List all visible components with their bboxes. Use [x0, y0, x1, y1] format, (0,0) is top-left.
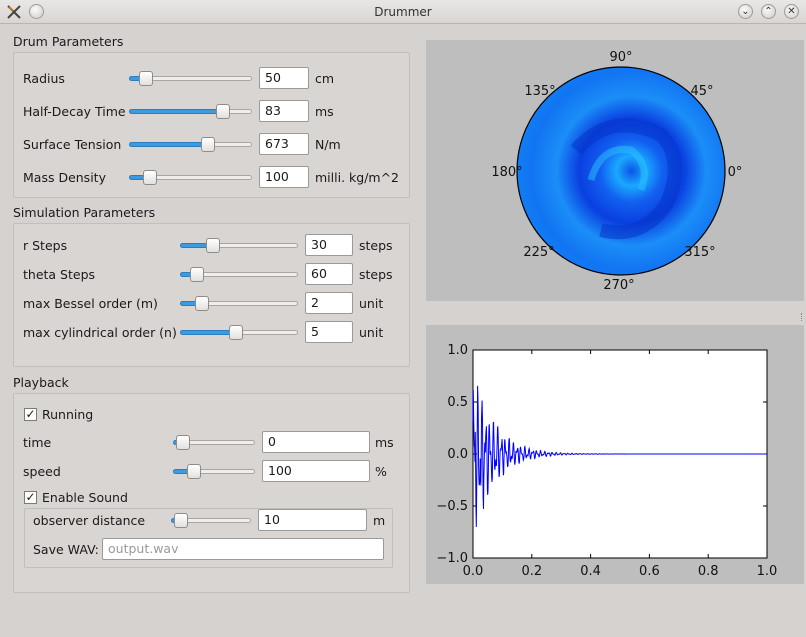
mass-density-slider[interactable] — [129, 167, 252, 187]
maximize-button[interactable]: ⌃ — [761, 4, 776, 19]
radius-slider[interactable] — [129, 68, 252, 88]
half-decay-label: Half-Decay Time — [23, 104, 126, 119]
theta-steps-slider[interactable] — [180, 264, 298, 284]
polar-plot-panel: 90° 45° 0° 315° 270° 225° 180° 135° — [426, 40, 804, 301]
radius-unit: cm — [315, 71, 335, 86]
speed-unit: % — [375, 464, 387, 479]
waveform-series — [472, 385, 767, 528]
r-steps-input[interactable]: 30 — [305, 234, 353, 256]
y-tick-label: −0.5 — [436, 499, 468, 514]
observer-distance-label: observer distance — [33, 513, 146, 528]
slider-handle[interactable] — [176, 435, 190, 450]
observer-distance-slider[interactable] — [171, 510, 251, 530]
save-wav-input[interactable]: output.wav — [102, 538, 384, 560]
half-decay-unit: ms — [315, 104, 334, 119]
window-menu-button[interactable] — [29, 4, 44, 19]
bessel-order-label: max Bessel order (m) — [23, 296, 158, 311]
save-wav-label: Save WAV: — [33, 542, 99, 557]
time-input[interactable]: 0 — [262, 431, 370, 453]
slider-handle[interactable] — [206, 238, 220, 253]
time-slider[interactable] — [173, 432, 255, 452]
half-decay-input[interactable]: 83 — [259, 100, 309, 122]
x-tick-label: 0.2 — [521, 564, 542, 579]
angle-label-225: 225° — [523, 245, 554, 260]
enable-sound-checkbox[interactable]: ✓ — [24, 490, 37, 504]
polar-plot: 90° 45° 0° 315° 270° 225° 180° 135° — [491, 50, 743, 293]
angle-label-180: 180° — [491, 165, 522, 180]
running-label: Running — [42, 407, 94, 422]
angle-label-135: 135° — [524, 84, 555, 99]
waveform-plot-panel: 0.0 0.2 0.4 0.6 0.8 1.0 1.0 0.5 0.0 −0.5 −1.0 — [426, 325, 804, 584]
slider-handle[interactable] — [143, 170, 157, 185]
minimize-button[interactable]: ⌄ — [738, 4, 753, 19]
enable-sound-label: Enable Sound — [42, 490, 128, 505]
bessel-order-unit: unit — [359, 296, 384, 311]
time-label: time — [23, 435, 52, 450]
slider-handle[interactable] — [174, 513, 188, 528]
x-tick-label: 0.8 — [698, 564, 719, 579]
cylindrical-order-slider[interactable] — [180, 322, 298, 342]
drum-surface — [516, 66, 726, 276]
x-tick-label: 0.4 — [580, 564, 601, 579]
half-decay-slider[interactable] — [129, 101, 252, 121]
r-steps-slider[interactable] — [180, 235, 298, 255]
cylindrical-order-label: max cylindrical order (n) — [23, 325, 177, 340]
y-tick-label: 1.0 — [447, 343, 468, 358]
close-button[interactable]: ✕ — [784, 4, 799, 19]
waveform-chart: 0.0 0.2 0.4 0.6 0.8 1.0 1.0 0.5 0.0 −0.5 −1.0 — [436, 343, 778, 579]
slider-handle[interactable] — [216, 104, 230, 119]
slider-handle[interactable] — [187, 464, 201, 479]
surface-tension-input[interactable]: 673 — [259, 133, 309, 155]
observer-distance-unit: m — [373, 513, 386, 528]
time-unit: ms — [375, 435, 394, 450]
app-icon — [7, 5, 21, 19]
x-tick-label: 1.0 — [757, 564, 778, 579]
slider-handle[interactable] — [195, 296, 209, 311]
surface-tension-unit: N/m — [315, 137, 341, 152]
slider-handle[interactable] — [229, 325, 243, 340]
mass-density-input[interactable]: 100 — [259, 166, 309, 188]
angle-label-90: 90° — [609, 50, 632, 65]
theta-steps-input[interactable]: 60 — [305, 263, 353, 285]
running-checkbox[interactable]: ✓ — [24, 407, 37, 421]
slider-handle[interactable] — [190, 267, 204, 282]
radius-input[interactable]: 50 — [259, 67, 309, 89]
speed-slider[interactable] — [173, 461, 255, 481]
mass-density-unit: milli. kg/m^2 — [315, 170, 400, 185]
theta-steps-unit: steps — [359, 267, 393, 282]
surface-tension-label: Surface Tension — [23, 137, 122, 152]
angle-label-0: 0° — [728, 165, 743, 180]
splitter-handle[interactable] — [801, 313, 804, 321]
slider-handle[interactable] — [139, 71, 153, 86]
y-tick-label: 0.5 — [447, 395, 468, 410]
observer-distance-input[interactable]: 10 — [258, 509, 367, 531]
window-title: Drummer — [374, 5, 432, 19]
playback-title: Playback — [13, 375, 69, 390]
bessel-order-slider[interactable] — [180, 293, 298, 313]
mass-density-label: Mass Density — [23, 170, 106, 185]
slider-handle[interactable] — [201, 137, 215, 152]
angle-label-270: 270° — [603, 278, 634, 293]
x-tick-label: 0.0 — [463, 564, 484, 579]
theta-steps-label: theta Steps — [23, 267, 96, 282]
y-tick-label: 0.0 — [447, 447, 468, 462]
x-tick-label: 0.6 — [639, 564, 660, 579]
save-wav-placeholder: output.wav — [108, 541, 179, 556]
r-steps-label: r Steps — [23, 238, 68, 253]
y-tick-label: −1.0 — [436, 551, 468, 566]
bessel-order-input[interactable]: 2 — [305, 292, 353, 314]
speed-label: speed — [23, 464, 61, 479]
drum-parameters-title: Drum Parameters — [13, 34, 124, 49]
radius-label: Radius — [23, 71, 65, 86]
r-steps-unit: steps — [359, 238, 393, 253]
title-bar: Drummer ⌄ ⌃ ✕ — [0, 0, 806, 24]
cylindrical-order-unit: unit — [359, 325, 384, 340]
speed-input[interactable]: 100 — [262, 460, 370, 482]
surface-tension-slider[interactable] — [129, 134, 252, 154]
angle-label-315: 315° — [684, 245, 715, 260]
simulation-parameters-title: Simulation Parameters — [13, 205, 156, 220]
cylindrical-order-input[interactable]: 5 — [305, 321, 353, 343]
angle-label-45: 45° — [690, 84, 713, 99]
